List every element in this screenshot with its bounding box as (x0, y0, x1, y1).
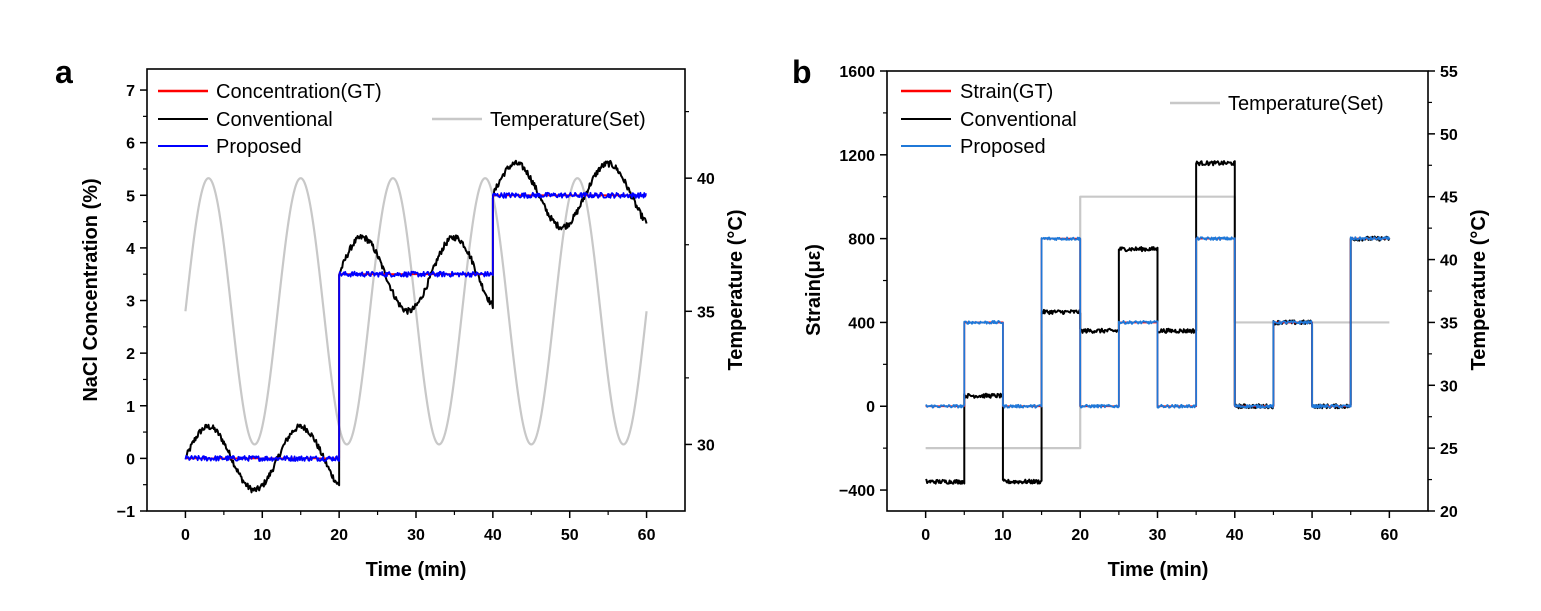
chart-a: a 0 10 20 30 40 50 60 −1 0 1 2 3 4 5 6 7 30 35 40 Time (… (55, 54, 747, 581)
y-ticks-b: −400 0 400 800 1200 1600 (839, 64, 887, 500)
series-line-conventional (184, 159, 648, 494)
x-tick-label: 30 (1149, 527, 1167, 544)
y2-tick-label: 30 (697, 437, 715, 454)
y2-tick-label: 50 (1440, 127, 1458, 144)
y-tick-label: 400 (848, 315, 875, 332)
y2-tick-label: 35 (1440, 315, 1458, 332)
x-tick-label: 50 (1303, 527, 1321, 544)
y2-ticks-a: 30 35 40 (685, 111, 715, 454)
y-tick-label: 800 (848, 232, 875, 249)
series-line-proposed (184, 191, 647, 462)
y2-tick-label: 40 (1440, 253, 1458, 270)
series-lines-b (925, 160, 1391, 485)
y2-tick-label: 30 (1440, 378, 1458, 395)
x-tick-label: 60 (1380, 527, 1398, 544)
y2-axis-label-b: Temperature (°C) (1468, 210, 1490, 371)
panel-a-label: a (55, 54, 73, 90)
y-tick-label: −1 (117, 504, 135, 521)
chart-b: b 0 10 20 30 40 50 60 −400 0 400 800 1200 1600 20 25… (792, 54, 1490, 581)
x-tick-label: 10 (994, 527, 1012, 544)
y-tick-label: 2 (126, 346, 135, 363)
series-lines-a (184, 159, 648, 494)
series-line-temperature-set (184, 177, 648, 446)
x-tick-label: 30 (407, 527, 425, 544)
series-line-proposed (925, 236, 1391, 409)
legend-label-temperature-a: Temperature(Set) (490, 109, 646, 131)
legend-a: Concentration(GT) Conventional Proposed … (158, 81, 646, 158)
x-tick-label: 40 (484, 527, 502, 544)
legend-label-strain-gt: Strain(GT) (960, 81, 1053, 103)
y-tick-label: 5 (126, 188, 135, 205)
legend-label-temperature-b: Temperature(Set) (1228, 93, 1384, 115)
y2-axis-label-a: Temperature (°C) (725, 210, 747, 371)
x-axis-label-a: Time (min) (366, 559, 467, 581)
legend-label-proposed-a: Proposed (216, 136, 302, 158)
x-tick-label: 20 (1071, 527, 1089, 544)
x-tick-label: 50 (561, 527, 579, 544)
x-tick-label: 20 (330, 527, 348, 544)
x-ticks-b: 0 10 20 30 40 50 60 (921, 511, 1398, 544)
x-tick-label: 0 (181, 527, 190, 544)
y2-ticks-b: 20 25 30 35 40 45 50 55 (1428, 64, 1458, 521)
y-tick-label: 1 (126, 399, 135, 416)
y2-tick-label: 20 (1440, 504, 1458, 521)
y2-tick-label: 25 (1440, 441, 1458, 458)
y-tick-label: −400 (839, 483, 875, 500)
legend-label-concentration-gt: Concentration(GT) (216, 81, 382, 103)
x-tick-label: 60 (638, 527, 656, 544)
legend-b: Strain(GT) Conventional Proposed Tempera… (901, 81, 1384, 158)
y-tick-label: 7 (126, 83, 135, 100)
y-ticks-a: −1 0 1 2 3 4 5 6 7 (117, 83, 147, 521)
panel-b-label: b (792, 54, 812, 90)
y-tick-label: 6 (126, 136, 135, 153)
series-line-concentration-gt (185, 194, 647, 460)
x-tick-label: 0 (921, 527, 930, 544)
series-line-temperature-set (925, 195, 1390, 450)
y2-tick-label: 55 (1440, 64, 1458, 81)
y-tick-label: 4 (126, 241, 135, 258)
legend-label-proposed-b: Proposed (960, 136, 1046, 158)
y-tick-label: 0 (866, 399, 875, 416)
x-tick-label: 10 (253, 527, 271, 544)
y-axis-label-a: NaCl Concentration (%) (80, 178, 102, 401)
x-ticks-a: 0 10 20 30 40 50 60 (181, 511, 656, 544)
legend-label-conventional-a: Conventional (216, 109, 333, 131)
y2-tick-label: 35 (697, 304, 715, 321)
legend-label-conventional-b: Conventional (960, 109, 1077, 131)
y-tick-label: 1600 (839, 64, 875, 81)
y-tick-label: 0 (126, 451, 135, 468)
y2-tick-label: 40 (697, 171, 715, 188)
x-axis-label-b: Time (min) (1108, 559, 1209, 581)
x-tick-label: 40 (1226, 527, 1244, 544)
y-axis-label-b: Strain(με) (803, 244, 825, 336)
y-tick-label: 3 (126, 294, 135, 311)
y2-tick-label: 45 (1440, 190, 1458, 207)
y-tick-label: 1200 (839, 148, 875, 165)
